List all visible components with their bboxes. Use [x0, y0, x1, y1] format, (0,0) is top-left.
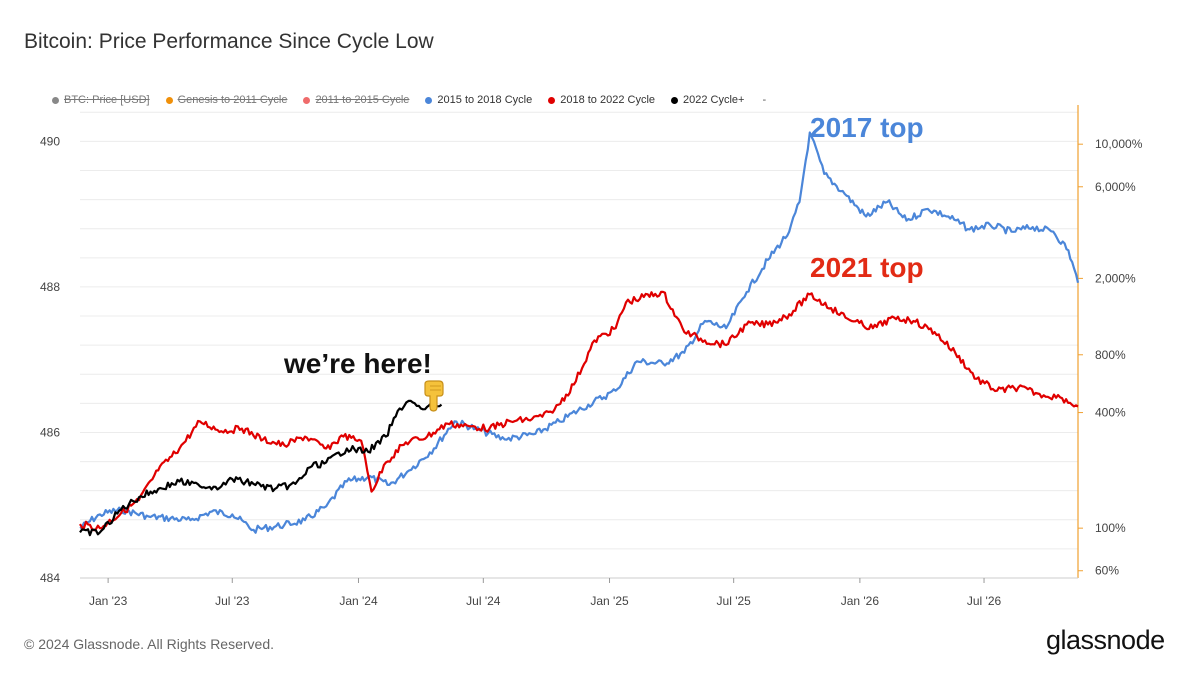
legend-label: BTC: Price [USD] [64, 94, 150, 106]
legend-label: Genesis to 2011 Cycle [177, 94, 288, 106]
y-right-tick-label: 400% [1095, 406, 1126, 420]
x-tick-label: Jul '25 [717, 594, 752, 608]
legend-item-genesis-to-2011[interactable]: Genesis to 2011 Cycle [165, 94, 288, 106]
legend-trailing-dash[interactable]: - [762, 94, 767, 106]
legend-label: 2018 to 2022 Cycle [560, 94, 656, 106]
series-lines [79, 131, 1080, 537]
pointing-down-hand-icon [424, 380, 444, 412]
legend-dot [165, 96, 173, 104]
x-tick-label: Jan '26 [841, 594, 880, 608]
legend-item-2018-to-2022[interactable]: 2018 to 2022 Cycle [548, 94, 655, 106]
annotation-2021-top: 2021 top [810, 252, 924, 283]
axes: 484 486 488 490 60% 100% 400% 800% 2,000% 6,000% 1… [40, 105, 1143, 608]
annotation-2017-top: 2017 top [810, 112, 924, 143]
y-left-tick-label: 490 [40, 134, 60, 148]
legend-dot [548, 96, 556, 104]
legend-item-2022-cycle-plus[interactable]: 2022 Cycle+ [671, 94, 744, 106]
grid-lines [80, 111, 1078, 579]
series-line-2022-cycle- [79, 399, 443, 537]
y-left-tick-label: 488 [40, 280, 60, 294]
chart-legend: BTC: Price [USD] Genesis to 2011 Cycle 2… [52, 93, 766, 107]
y-right-tick-label: 800% [1095, 348, 1126, 362]
legend-dot [303, 96, 311, 104]
glassnode-logo: glassnode [1046, 625, 1165, 655]
legend-label: 2022 Cycle+ [683, 94, 745, 106]
y-left-tick-label: 486 [40, 425, 60, 439]
x-tick-label: Jan '25 [590, 594, 629, 608]
x-tick-label: Jan '23 [89, 594, 128, 608]
x-tick-label: Jul '26 [967, 594, 1002, 608]
copyright-footer: © 2024 Glassnode. All Rights Reserved. [24, 636, 275, 652]
legend-label: 2015 to 2018 Cycle [437, 94, 533, 106]
y-right-tick-label: 100% [1095, 521, 1126, 535]
series-line-2015-to-2018-cycle [79, 131, 1080, 534]
legend-item-btc-price[interactable]: BTC: Price [USD] [52, 94, 150, 106]
legend-item-2011-to-2015[interactable]: 2011 to 2015 Cycle [303, 94, 409, 106]
y-left-tick-label: 484 [40, 571, 60, 585]
chart-title: Bitcoin: Price Performance Since Cycle L… [24, 30, 434, 53]
x-tick-label: Jan '24 [339, 594, 378, 608]
series-line-2018-to-2022-cycle [79, 290, 1079, 532]
legend-item-2015-to-2018[interactable]: 2015 to 2018 Cycle [425, 94, 532, 106]
x-tick-label: Jul '24 [466, 594, 501, 608]
legend-dot [671, 96, 679, 104]
legend-dot [425, 96, 433, 104]
y-right-tick-label: 6,000% [1095, 180, 1136, 194]
x-tick-label: Jul '23 [215, 594, 250, 608]
y-right-tick-label: 2,000% [1095, 271, 1136, 285]
y-right-tick-label: 60% [1095, 564, 1119, 578]
y-right-tick-label: 10,000% [1095, 137, 1143, 151]
legend-dot [52, 96, 59, 104]
legend-label: 2011 to 2015 Cycle [315, 94, 410, 106]
annotation-we-are-here: we’re here! [284, 348, 432, 379]
